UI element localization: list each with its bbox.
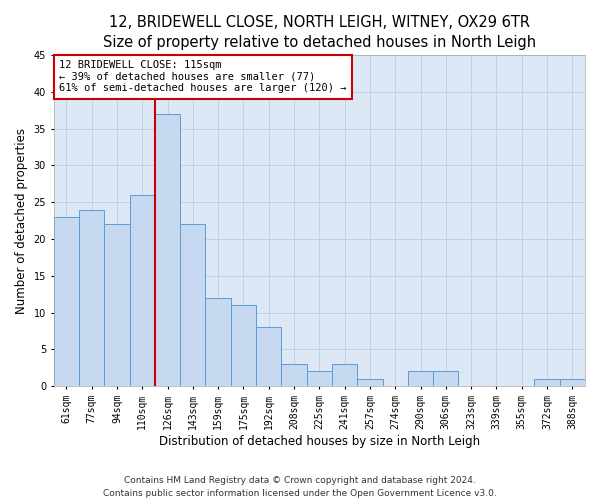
Bar — [560, 378, 585, 386]
Bar — [256, 327, 281, 386]
Bar — [205, 298, 231, 386]
Title: 12, BRIDEWELL CLOSE, NORTH LEIGH, WITNEY, OX29 6TR
Size of property relative to : 12, BRIDEWELL CLOSE, NORTH LEIGH, WITNEY… — [103, 15, 536, 50]
Bar — [535, 378, 560, 386]
Bar — [104, 224, 130, 386]
Bar — [307, 372, 332, 386]
Text: Contains HM Land Registry data © Crown copyright and database right 2024.
Contai: Contains HM Land Registry data © Crown c… — [103, 476, 497, 498]
Bar — [357, 378, 383, 386]
Bar — [130, 195, 155, 386]
Bar — [433, 372, 458, 386]
Bar — [155, 114, 180, 386]
Text: 12 BRIDEWELL CLOSE: 115sqm
← 39% of detached houses are smaller (77)
61% of semi: 12 BRIDEWELL CLOSE: 115sqm ← 39% of deta… — [59, 60, 347, 94]
Bar — [332, 364, 357, 386]
Bar — [53, 217, 79, 386]
Bar — [180, 224, 205, 386]
Bar — [281, 364, 307, 386]
Bar — [79, 210, 104, 386]
Y-axis label: Number of detached properties: Number of detached properties — [15, 128, 28, 314]
Bar — [231, 305, 256, 386]
X-axis label: Distribution of detached houses by size in North Leigh: Distribution of detached houses by size … — [159, 434, 480, 448]
Bar — [408, 372, 433, 386]
